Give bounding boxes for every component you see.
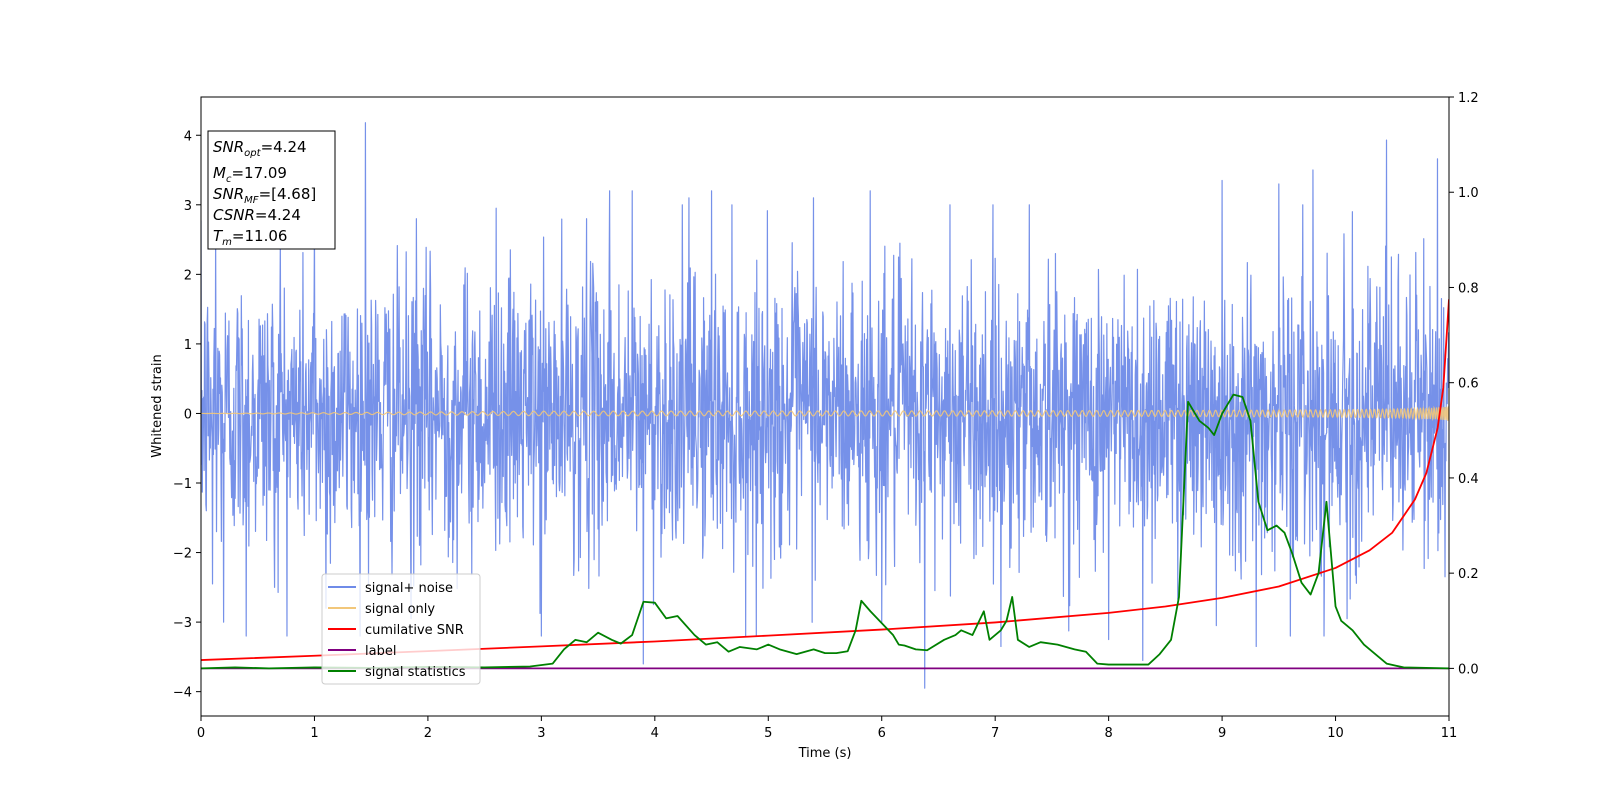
x-tick-label: 4 — [651, 726, 659, 741]
y-right-tick-label: 0.0 — [1458, 662, 1479, 677]
annotation-symbol: SNR — [213, 185, 244, 203]
annotation-value: =4.24 — [261, 138, 307, 156]
annotation-line: SNRMF=[4.68] — [213, 185, 316, 206]
series-signal-statistics — [201, 393, 1449, 670]
y-right-tick-label: 0.2 — [1458, 567, 1479, 582]
annotation-symbol: SNR — [213, 138, 244, 156]
legend-label-signal-only: signal only — [365, 602, 435, 617]
annotation-box-frame — [207, 130, 336, 250]
annotation-symbol: T — [213, 227, 224, 245]
series-signal-noise — [201, 122, 1449, 689]
y-left-tick-label: 1 — [184, 338, 192, 353]
x-tick-label: 6 — [878, 726, 886, 741]
y-right-tick-label: 1.2 — [1458, 91, 1479, 106]
legend-label-cumilative-snr: cumilative SNR — [365, 623, 464, 638]
y-left-tick-label: 3 — [184, 199, 192, 214]
x-tick-label: 5 — [764, 726, 772, 741]
x-tick-label: 0 — [197, 726, 205, 741]
x-tick-label: 11 — [1441, 726, 1458, 741]
y-right-tick-label: 0.6 — [1458, 377, 1479, 392]
annotation-line: Mc=17.09 — [213, 164, 287, 185]
y-right-tick-label: 0.4 — [1458, 472, 1479, 487]
legend-frame — [321, 573, 481, 685]
annotation-line: CSNR=4.24 — [213, 206, 301, 224]
x-axis: 0 1 2 3 4 5 6 7 8 9 10 11 — [197, 716, 1457, 741]
x-tick-label: 10 — [1327, 726, 1344, 741]
y-axis-label: Whitened strain — [150, 354, 165, 457]
annotation-line: Tm=11.06 — [213, 227, 287, 248]
series-cumilative-snr — [201, 299, 1449, 661]
x-axis-label: Time (s) — [798, 746, 852, 761]
annotation-symbol: M — [213, 164, 226, 182]
y-left-tick-label: 4 — [184, 129, 192, 144]
y-left-tick-label: −4 — [173, 686, 192, 701]
annotation-value: =17.09 — [231, 164, 287, 182]
legend-label-signal-statistics: signal statistics — [365, 665, 466, 680]
y-right-tick-label: 0.8 — [1458, 281, 1479, 296]
x-tick-label: 2 — [424, 726, 432, 741]
series-signal-only — [201, 405, 1449, 422]
x-tick-label: 8 — [1104, 726, 1112, 741]
plot-frame — [200, 96, 1450, 717]
y-left-tick-label: −1 — [173, 477, 192, 492]
annotation-line: SNRopt=4.24 — [213, 138, 307, 159]
annotation-symbol: CSNR — [213, 206, 255, 224]
y-left-tick-label: 0 — [184, 407, 192, 422]
x-tick-label: 1 — [310, 726, 318, 741]
annotation-subscript: MF — [244, 195, 259, 206]
legend: signal+ noise signal only cumilative SNR la… — [321, 573, 481, 685]
annotation-box: SNRopt=4.24Mc=17.09SNRMF=[4.68]CSNR=4.24… — [207, 130, 336, 250]
annotation-subscript: opt — [244, 148, 261, 159]
y-axis-right: 0.0 0.2 0.4 0.6 0.8 1.0 1.2 — [1449, 91, 1479, 677]
y-left-tick-label: 2 — [184, 268, 192, 283]
y-left-tick-label: −2 — [173, 547, 192, 562]
legend-label-signal-noise: signal+ noise — [365, 581, 453, 596]
annotation-subscript: m — [222, 237, 232, 248]
x-tick-label: 7 — [991, 726, 999, 741]
annotation-value: =[4.68] — [259, 185, 317, 203]
x-tick-label: 9 — [1218, 726, 1226, 741]
legend-label-label: label — [365, 644, 396, 659]
y-axis-left: −4 −3 −2 −1 0 1 2 3 4 — [173, 129, 201, 701]
y-right-tick-label: 1.0 — [1458, 186, 1479, 201]
annotation-value: =11.06 — [232, 227, 288, 245]
x-tick-label: 3 — [537, 726, 545, 741]
annotation-subscript: c — [226, 174, 232, 185]
annotation-value: =4.24 — [255, 206, 301, 224]
y-left-tick-label: −3 — [173, 616, 192, 631]
